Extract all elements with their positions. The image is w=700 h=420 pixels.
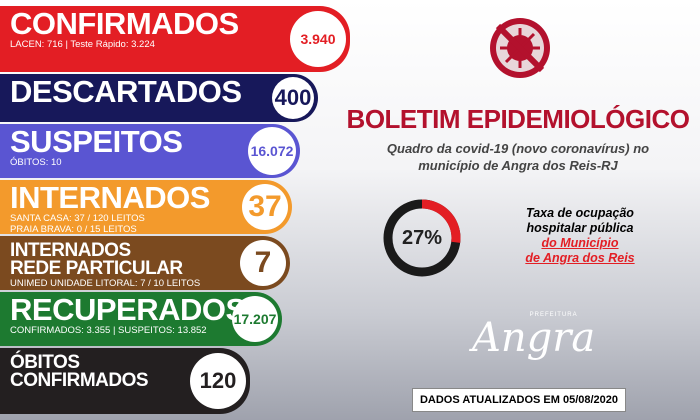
panel-text: SUSPEITOS ÓBITOS: 10 xyxy=(0,124,300,168)
panel-title: DESCARTADOS xyxy=(10,74,242,109)
panel-detail: CONFIRMADOS: 3.355 | SUSPEITOS: 13.852 xyxy=(10,325,207,336)
count-badge: 7 xyxy=(240,240,286,286)
occupancy-line: do Município xyxy=(541,236,619,250)
panel-title: CONFIRMADOS xyxy=(10,370,149,391)
panel-detail: ÓBITOS: 10 xyxy=(10,157,62,168)
panel-title: INTERNADOS xyxy=(10,240,131,261)
panel-text: DESCARTADOS xyxy=(0,74,318,107)
occupancy-line: Taxa de ocupação xyxy=(526,206,634,220)
count-badge: 400 xyxy=(272,77,314,119)
logo: PREFEITURA Angra xyxy=(472,312,595,358)
panel-title: REDE PARTICULAR xyxy=(10,258,183,279)
count-badge: 17.207 xyxy=(232,296,278,342)
count-badge: 16.072 xyxy=(248,127,296,175)
footer: DADOS ATUALIZADOS EM 05/08/2020 xyxy=(412,388,626,412)
panel-detail: SANTA CASA: 37 / 120 LEITOS xyxy=(10,213,145,224)
count-badge: 120 xyxy=(190,353,246,409)
logo-name: Angra xyxy=(472,315,596,361)
occupancy-arc xyxy=(421,199,461,243)
panel-text: INTERNADOS REDE PARTICULAR UNIMED UNIDADE … xyxy=(0,236,290,289)
panel-title: ÓBITOS xyxy=(10,352,80,373)
panel: RECUPERADOS CONFIRMADOS: 3.355 | SUSPEITO… xyxy=(0,292,282,346)
virus-icon xyxy=(490,18,550,78)
count-badge: 37 xyxy=(242,184,288,230)
panel: INTERNADOS SANTA CASA: 37 / 120 LEITOS PRA… xyxy=(0,180,292,235)
occupancy-line: de Angra dos Reis xyxy=(525,251,635,265)
panel-title: SUSPEITOS xyxy=(10,124,183,159)
panel-title: CONFIRMADOS xyxy=(10,6,239,41)
subtitle-line: município de Angra dos Reis-RJ xyxy=(418,158,618,173)
panel-title: INTERNADOS xyxy=(10,180,210,215)
subtitle-line: Quadro da covid-19 (novo coronavírus) no xyxy=(386,141,650,156)
occupancy-label: 27% xyxy=(402,227,442,249)
panel: DESCARTADOS 400 xyxy=(0,74,318,122)
panel-detail: PRAIA BRAVA: 0 / 15 LEITOS xyxy=(10,224,137,235)
occupancy-line: hospitalar pública xyxy=(526,221,634,235)
panel-detail: UNIMED UNIDADE LITORAL: 7 / 10 LEITOS xyxy=(10,278,201,289)
panel-text: ÓBITOS CONFIRMADOS xyxy=(0,348,250,390)
title: BOLETIM EPIDEMIOLÓGICO xyxy=(346,104,690,134)
panel: INTERNADOS REDE PARTICULAR UNIMED UNIDADE … xyxy=(0,236,290,290)
panel: CONFIRMADOS LACEN: 716 | Teste Rápido: 3.… xyxy=(0,6,350,72)
panel-text: INTERNADOS SANTA CASA: 37 / 120 LEITOS PRA… xyxy=(0,180,292,235)
panel-text: CONFIRMADOS LACEN: 716 | Teste Rápido: 3.… xyxy=(0,6,350,50)
panel: ÓBITOS CONFIRMADOS 120 xyxy=(0,348,250,414)
panel: SUSPEITOS ÓBITOS: 10 16.072 xyxy=(0,124,300,178)
panel-title: RECUPERADOS xyxy=(10,292,246,327)
occupancy-text: Taxa de ocupação hospitalar pública do M… xyxy=(490,206,670,266)
count-badge: 3.940 xyxy=(290,11,346,67)
panel-text: RECUPERADOS CONFIRMADOS: 3.355 | SUSPEITO… xyxy=(0,292,282,336)
panel-detail: LACEN: 716 | Teste Rápido: 3.224 xyxy=(10,39,155,50)
occupancy-donut: 27% xyxy=(383,199,461,277)
subtitle: Quadro da covid-19 (novo coronavírus) no… xyxy=(340,140,696,174)
logo-small: PREFEITURA xyxy=(529,312,578,318)
